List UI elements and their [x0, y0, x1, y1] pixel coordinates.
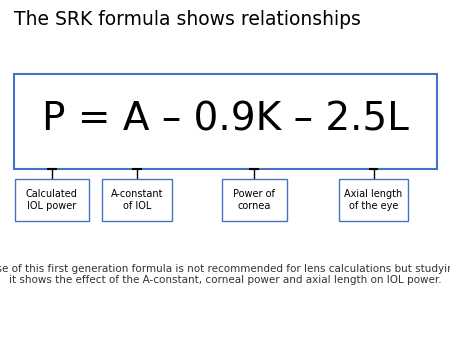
FancyBboxPatch shape [102, 179, 172, 221]
Text: Use of this first generation formula is not recommended for lens calculations bu: Use of this first generation formula is … [0, 264, 450, 285]
Text: Calculated
IOL power: Calculated IOL power [26, 190, 78, 211]
Text: Power of
cornea: Power of cornea [233, 190, 275, 211]
FancyBboxPatch shape [14, 74, 436, 169]
Text: The SRK formula shows relationships: The SRK formula shows relationships [14, 10, 360, 29]
Text: A-constant
of IOL: A-constant of IOL [111, 190, 163, 211]
FancyBboxPatch shape [221, 179, 287, 221]
FancyBboxPatch shape [338, 179, 409, 221]
Text: Axial length
of the eye: Axial length of the eye [344, 190, 403, 211]
Text: P = A – 0.9K – 2.5L: P = A – 0.9K – 2.5L [41, 101, 409, 139]
FancyBboxPatch shape [14, 179, 89, 221]
